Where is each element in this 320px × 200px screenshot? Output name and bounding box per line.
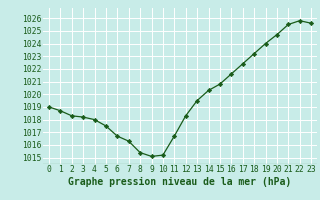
X-axis label: Graphe pression niveau de la mer (hPa): Graphe pression niveau de la mer (hPa): [68, 177, 292, 187]
